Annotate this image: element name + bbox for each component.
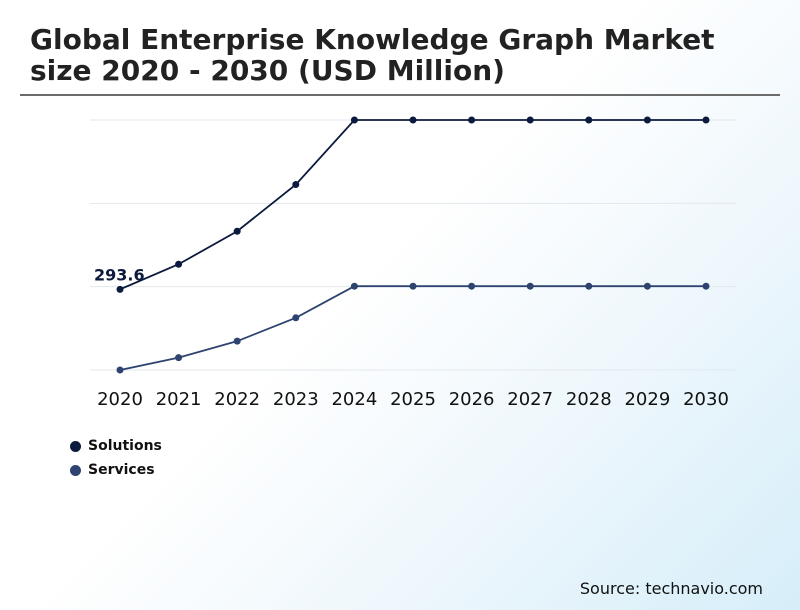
- x-tick-2021: 2021: [156, 389, 202, 410]
- x-tick-2023: 2023: [273, 389, 319, 410]
- point-solutions-2028: [585, 116, 593, 124]
- x-tick-2026: 2026: [449, 389, 495, 410]
- legend-item-solutions[interactable]: Solutions: [70, 434, 162, 458]
- point-solutions-2020: [116, 285, 124, 293]
- x-tick-2027: 2027: [507, 389, 553, 410]
- point-solutions-2029: [643, 116, 651, 124]
- point-services-2023: [292, 314, 300, 322]
- x-tick-2025: 2025: [390, 389, 436, 410]
- x-tick-2029: 2029: [624, 389, 670, 410]
- point-solutions-2022: [233, 227, 241, 235]
- point-services-2020: [116, 366, 124, 374]
- point-services-2029: [643, 282, 651, 290]
- legend-label-services: Services: [88, 462, 155, 478]
- legend-marker-solutions: [70, 440, 81, 452]
- legend: Solutions Services: [70, 434, 162, 482]
- point-services-2025: [409, 282, 417, 290]
- series-line-services: [119, 285, 706, 371]
- title-divider: [20, 94, 780, 96]
- x-tick-2028: 2028: [566, 389, 612, 410]
- legend-label-solutions: Solutions: [88, 438, 162, 454]
- point-solutions-2027: [526, 116, 534, 124]
- source-credit: Source: technavio.com: [579, 579, 763, 598]
- point-solutions-2023: [292, 181, 300, 189]
- point-solutions-2021: [175, 260, 183, 268]
- data-label-solutions-2020: 293.6: [94, 265, 145, 284]
- chart-title: Global Enterprise Knowledge Graph Market…: [30, 23, 715, 87]
- point-services-2024: [350, 282, 358, 290]
- point-services-2026: [468, 282, 476, 290]
- point-services-2028: [585, 282, 593, 290]
- legend-item-services[interactable]: Services: [70, 458, 162, 482]
- point-services-2027: [526, 282, 534, 290]
- x-tick-2022: 2022: [214, 389, 260, 410]
- point-services-2021: [175, 354, 183, 362]
- point-services-2030: [702, 282, 710, 290]
- series-line-solutions: [119, 119, 706, 291]
- legend-marker-services: [70, 464, 81, 476]
- x-tick-2030: 2030: [683, 389, 729, 410]
- point-solutions-2025: [409, 116, 417, 124]
- point-services-2022: [233, 337, 241, 345]
- point-solutions-2026: [468, 116, 476, 124]
- x-tick-2020: 2020: [97, 389, 143, 410]
- x-tick-2024: 2024: [331, 389, 377, 410]
- point-solutions-2024: [350, 116, 358, 124]
- point-solutions-2030: [702, 116, 710, 124]
